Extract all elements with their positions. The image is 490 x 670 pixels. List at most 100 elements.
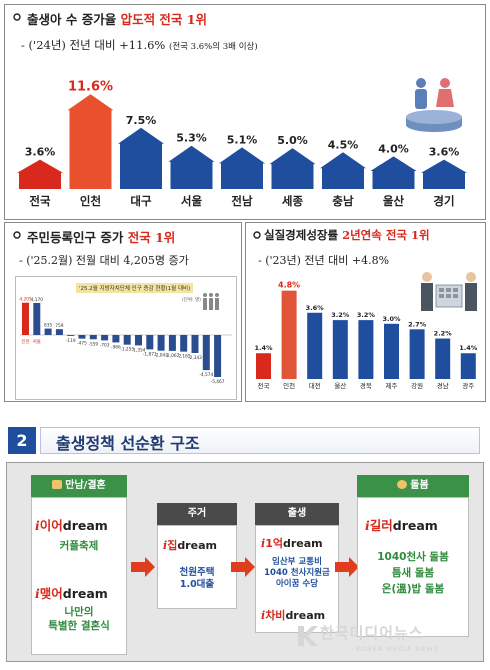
panel-subtitle: - ('24년) 전년 대비 +11.6% (전국 3.6%의 3배 이상) (21, 38, 258, 52)
brand-i-1eok-dream: i1억dream (261, 537, 323, 550)
growth-chart: 1.4% 전국 4.8% 인천 3.6% 대전 3.2% 울산 3.2% 경북 3.0% 제주 2.7%… (254, 281, 478, 390)
data-label: -4,574 (199, 372, 213, 378)
policy-flow-diagram: 만남/결혼 i이어dream 커플축제 i맺어dream 나만의 특별한 결혼식 … (6, 462, 484, 662)
care-box (357, 497, 469, 637)
brand-i-chabi-dream: i차비dream (261, 609, 326, 622)
data-label: 2.7% (408, 320, 427, 328)
bar (332, 320, 348, 379)
bar (358, 320, 374, 379)
bar (320, 152, 366, 189)
inset-unit: (단위: 명) (182, 298, 201, 303)
brand-i-gilleo-dream: i길러dream (365, 518, 438, 533)
arrow-right-icon (131, 557, 155, 577)
panel-title: 출생아 수 증가율 압도적 전국 1위 (27, 12, 207, 27)
data-label: 2.2% (434, 330, 453, 338)
data-label: -966 (111, 344, 121, 350)
tick-label: 울산 (383, 194, 405, 208)
tick-label: 경북 (360, 381, 372, 390)
bar (112, 335, 120, 343)
data-label: -1,255 (120, 347, 134, 353)
tick-label: 대구 (130, 194, 152, 208)
bar (307, 312, 323, 379)
brand-i-maeteo-dream: i맺어dream (35, 586, 108, 601)
data-label: -5,467 (211, 379, 225, 385)
marriage-box (31, 497, 127, 655)
bar (421, 159, 467, 189)
section-title-bar (40, 427, 480, 454)
bar (219, 147, 265, 189)
couple-icon (52, 480, 63, 489)
bar (17, 159, 63, 189)
tick-label: 경남 (437, 381, 449, 390)
bar (269, 148, 316, 189)
birth-box (255, 525, 339, 633)
bullet-icon (13, 231, 21, 239)
data-label: 5.0% (277, 134, 308, 147)
data-label: -119 (66, 338, 76, 344)
wedding-text: 나만의 특별한 결혼식 (48, 606, 110, 632)
data-label: 4,205 (19, 297, 32, 303)
tick-label: 전국 (29, 194, 51, 208)
data-label: 1.4% (459, 344, 478, 352)
data-label: 4.8% (278, 281, 300, 290)
bar (67, 335, 75, 336)
care-text: 1040천사 돌봄 틈새 돌봄 온(溫)밥 돌봄 (377, 551, 449, 595)
business-people-icon (421, 272, 477, 311)
data-label: -1,871 (143, 351, 157, 357)
housing-text: 천원주택 1.0대출 (179, 567, 215, 590)
bar (89, 335, 97, 340)
bar (460, 353, 476, 379)
population-chart: 4,205 인천 4,170 서울 835 759 -119-475 -559 -703 -966… (19, 297, 232, 385)
data-label: 759 (55, 323, 63, 329)
bar (214, 335, 222, 377)
bar (202, 335, 210, 371)
tick-label: 인천 (80, 194, 101, 208)
tick-label: 충남 (332, 194, 354, 208)
bar (78, 335, 86, 339)
bar (370, 156, 417, 189)
bar (101, 335, 109, 341)
bar (409, 329, 425, 379)
arrow-right-icon (335, 557, 359, 577)
birth-support-text: 임산부 교통비 1040 천사지원금 아이꿈 수당 (264, 557, 330, 589)
bar (33, 302, 41, 335)
bar (146, 335, 154, 350)
care-header: 돌봄 (357, 475, 469, 497)
bar (118, 127, 164, 189)
inset-title: '25.2월 지방자치단체 인구 증감 현황(1월 대비) (76, 283, 194, 293)
panel-subtitle: - ('23년) 전년 대비 +4.8% (258, 254, 390, 267)
data-label: 1.4% (254, 344, 273, 352)
birth-header: 출생 (255, 503, 339, 525)
tick-label: 인천 (21, 338, 29, 345)
bar (281, 290, 297, 379)
growth-panel: 실질경제성장률 2년연속 전국 1위 - ('23년) 전년 대비 +4.8% … (245, 222, 486, 402)
data-label: 5.3% (176, 132, 207, 145)
data-label: -1,354 (132, 347, 146, 353)
bar (67, 94, 114, 189)
tick-label: 제주 (386, 382, 398, 390)
bar (180, 335, 188, 352)
data-label: -703 (100, 342, 110, 348)
brand-i-ieo-dream: i이어dream (35, 518, 108, 533)
arrow-right-icon (231, 557, 255, 577)
data-label: 4.5% (328, 138, 359, 151)
population-panel: 주민등록인구 증가 전국 1위 - ('25.2월) 전월 대비 4,205명 … (4, 222, 242, 402)
bar (44, 328, 52, 335)
birth-rate-panel: 출생아 수 증가율 압도적 전국 1위 - ('24년) 전년 대비 +11.6… (4, 4, 486, 220)
tick-label: 세종 (282, 194, 304, 208)
tick-label: 서울 (33, 338, 41, 345)
tick-label: 강원 (411, 381, 423, 390)
bar (435, 338, 451, 379)
data-label: 835 (44, 323, 52, 329)
tick-label: 인천 (283, 381, 295, 390)
housing-header: 주거 (157, 503, 237, 525)
data-label: 3.2% (331, 311, 350, 319)
housing-box (157, 525, 237, 609)
bar (22, 302, 29, 335)
data-label: 11.6% (68, 79, 113, 94)
watermark-text: 한국미디어뉴스 (320, 624, 424, 642)
tick-label: 전국 (258, 381, 270, 390)
bar (123, 335, 131, 345)
panel-title: 실질경제성장률 2년연속 전국 1위 (264, 228, 430, 242)
couple-festival-text: 커플축제 (59, 540, 99, 552)
